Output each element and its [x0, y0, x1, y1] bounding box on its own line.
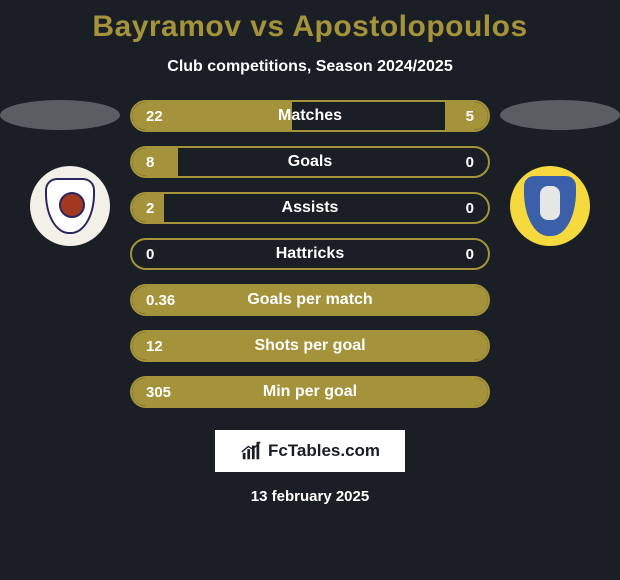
- date-label: 13 february 2025: [0, 488, 620, 505]
- stat-label: Goals per match: [132, 291, 488, 309]
- brand-chart-icon: [240, 440, 262, 462]
- comparison-panel: 225Matches 80Goals 20Assists 00Hattricks 0.3…: [0, 100, 620, 408]
- page-title: Bayramov vs Apostolopoulos: [0, 0, 620, 44]
- stat-row: 305Min per goal: [130, 376, 490, 408]
- crest-left-icon: [45, 178, 95, 234]
- stat-row: 12Shots per goal: [130, 330, 490, 362]
- shadow-ellipse-left: [0, 100, 120, 130]
- brand-badge: FcTables.com: [215, 430, 405, 472]
- stat-row: 20Assists: [130, 192, 490, 224]
- stat-label: Matches: [132, 107, 488, 125]
- stat-label: Goals: [132, 153, 488, 171]
- stat-row: 0.36Goals per match: [130, 284, 490, 316]
- shadow-ellipse-right: [500, 100, 620, 130]
- stat-label: Shots per goal: [132, 337, 488, 355]
- subtitle: Club competitions, Season 2024/2025: [0, 58, 620, 76]
- stat-rows: 225Matches 80Goals 20Assists 00Hattricks 0.3…: [130, 100, 490, 408]
- team-badge-left: [30, 166, 110, 246]
- stat-row: 225Matches: [130, 100, 490, 132]
- stat-label: Assists: [132, 199, 488, 217]
- stat-label: Min per goal: [132, 383, 488, 401]
- team-badge-right: [510, 166, 590, 246]
- stat-row: 00Hattricks: [130, 238, 490, 270]
- stat-label: Hattricks: [132, 245, 488, 263]
- crest-right-icon: [524, 176, 576, 236]
- brand-text: FcTables.com: [268, 441, 380, 461]
- stat-row: 80Goals: [130, 146, 490, 178]
